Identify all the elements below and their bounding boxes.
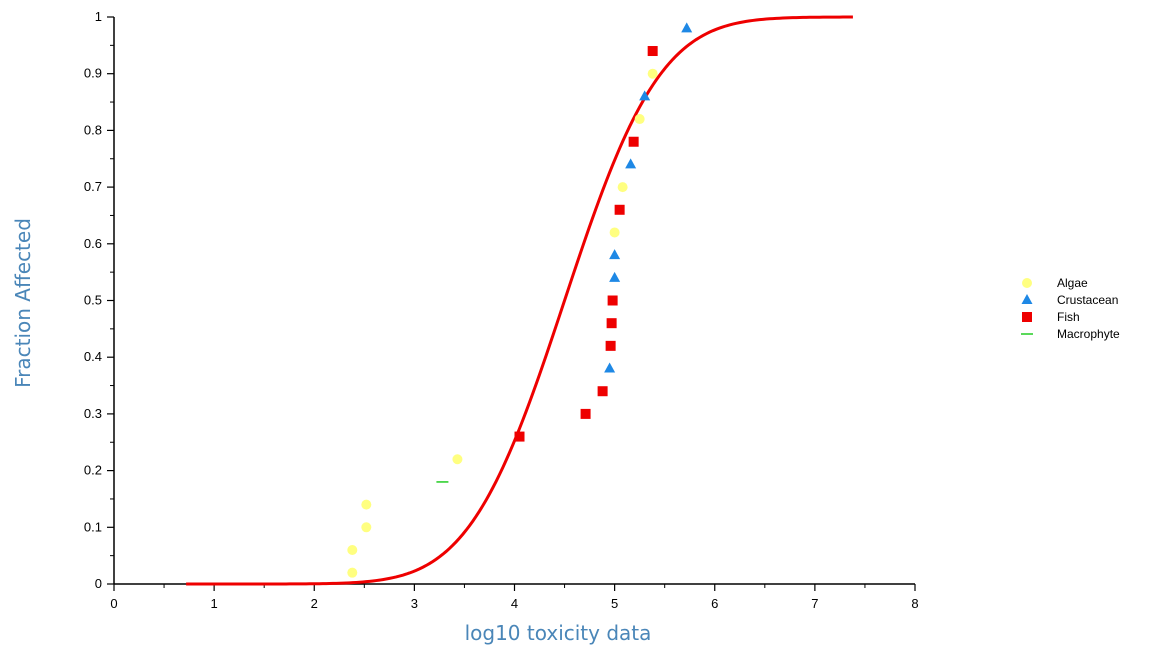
legend: Algae Crustacean Fish Macrophyte <box>1021 276 1120 341</box>
y-tick-label: 0.4 <box>84 349 102 364</box>
x-tick-label: 6 <box>711 596 718 611</box>
fish-point <box>628 136 639 147</box>
legend-marker-algae <box>1022 278 1032 288</box>
y-tick-label: 0.8 <box>84 122 102 137</box>
legend-label-algae: Algae <box>1057 276 1088 290</box>
legend-label-macrophyte: Macrophyte <box>1057 327 1120 341</box>
y-tick-label: 0.9 <box>84 66 102 81</box>
y-tick-label: 0.7 <box>84 179 102 194</box>
y-tick-label: 0.3 <box>84 406 102 421</box>
fish-point <box>580 408 591 419</box>
algae-point <box>647 68 658 79</box>
crustacean-point <box>609 249 621 260</box>
algae-point <box>347 544 358 555</box>
y-tick-label: 0.6 <box>84 236 102 251</box>
crustacean-point <box>625 158 637 169</box>
data-points-layer <box>347 22 693 578</box>
axes: 0 1 2 3 4 5 6 7 8 0 0.1 0.2 0.3 0.4 0.5 0.6 0.7 0.8 0.9 1 <box>84 9 919 611</box>
fish-point <box>607 295 618 306</box>
algae-point <box>617 182 628 193</box>
x-tick-label: 8 <box>911 596 918 611</box>
fish-point <box>647 46 658 57</box>
y-tick-label: 1 <box>95 9 102 24</box>
x-axis-title: log10 toxicity data <box>465 621 652 645</box>
x-tick-label: 0 <box>110 596 117 611</box>
fitted-curve <box>186 15 853 586</box>
algae-point <box>609 227 620 238</box>
x-tick-label: 7 <box>811 596 818 611</box>
fish-point <box>606 318 617 329</box>
y-axis-title: Fraction Affected <box>11 218 35 388</box>
y-tick-label: 0.1 <box>84 519 102 534</box>
x-tick-label: 5 <box>611 596 618 611</box>
fish-point <box>614 204 625 215</box>
y-tick-label: 0.2 <box>84 463 102 478</box>
legend-marker-crustacean <box>1021 294 1033 304</box>
y-tick-label: 0 <box>95 576 102 591</box>
x-tick-label: 4 <box>511 596 518 611</box>
algae-point <box>634 114 645 125</box>
algae-point <box>347 567 358 578</box>
crustacean-point <box>609 271 621 282</box>
fitted-curve-layer <box>186 15 853 586</box>
legend-marker-fish <box>1022 312 1032 322</box>
crustacean-point <box>681 22 693 33</box>
legend-label-crustacean: Crustacean <box>1057 293 1118 307</box>
crustacean-point <box>604 362 616 373</box>
x-tick-label: 2 <box>311 596 318 611</box>
fish-point <box>605 340 616 351</box>
y-tick-label: 0.5 <box>84 293 102 308</box>
x-tick-label: 3 <box>411 596 418 611</box>
crustacean-point <box>639 90 651 101</box>
fish-point <box>514 431 525 442</box>
algae-point <box>361 499 372 510</box>
fish-point <box>597 386 608 397</box>
x-tick-label: 1 <box>211 596 218 611</box>
algae-point <box>361 522 372 533</box>
algae-point <box>452 454 463 465</box>
legend-label-fish: Fish <box>1057 310 1080 324</box>
